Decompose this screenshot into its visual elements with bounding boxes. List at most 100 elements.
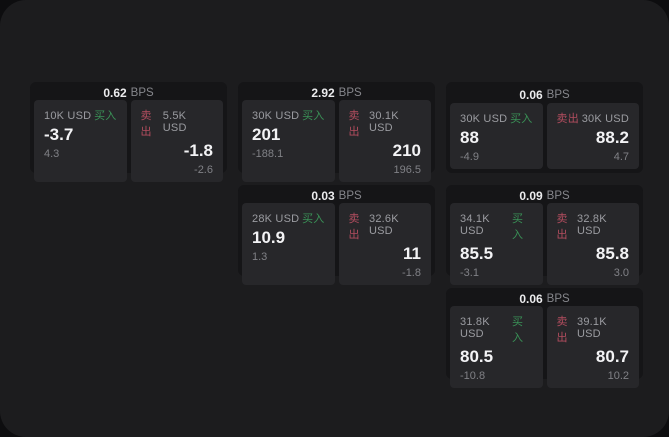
sell-quote-panel[interactable]: 卖出 32.6K USD 11 -1.8 (338, 203, 431, 285)
buy-quote-panel[interactable]: 30K USD 买入 201 -188.1 (242, 100, 335, 182)
buy-price: 201 (252, 125, 281, 144)
bps-header: 0.06 BPS (450, 86, 639, 103)
buy-notional: 10K USD (44, 110, 92, 122)
sell-price: -1.8 (183, 141, 213, 160)
buy-side-label: 买入 (512, 213, 524, 241)
buy-price: 85.5 (460, 244, 494, 263)
buy-notional: 30K USD (460, 113, 508, 126)
quote-card: 0.09 BPS 34.1K USD 买入 85.5 -3.1 卖出 32.8K… (446, 185, 643, 285)
buy-delta: -10.8 (460, 369, 486, 382)
sell-notional: 39.1K USD (577, 316, 607, 340)
buy-panel-top: 34.1K USD 买入 (460, 210, 533, 242)
sell-delta: 10.2 (607, 369, 629, 382)
bps-unit: BPS (130, 87, 154, 99)
sell-quote-panel[interactable]: 卖出 30.1K USD 210 196.5 (338, 100, 431, 182)
sell-notional: 30K USD (581, 113, 629, 126)
sell-side-label: 卖出 (140, 110, 152, 138)
buy-side-label: 买入 (302, 110, 325, 122)
card-body: 31.8K USD 买入 80.5 -10.8 卖出 39.1K USD 80.… (450, 306, 639, 388)
sell-notional: 32.6K USD (369, 213, 399, 237)
buy-panel-top: 31.8K USD 买入 (460, 313, 533, 345)
buy-side-label: 买入 (302, 213, 325, 225)
sell-panel-top: 卖出 30.1K USD (349, 107, 422, 139)
buy-price: 10.9 (252, 228, 286, 247)
sell-quote-panel[interactable]: 卖出 5.5K USD -1.8 -2.6 (130, 100, 223, 182)
sell-side-label: 卖出 (556, 113, 579, 126)
bps-header: 0.62 BPS (34, 86, 223, 100)
bps-unit: BPS (546, 88, 570, 101)
sell-price: 85.8 (595, 244, 629, 263)
buy-delta: -3.1 (460, 266, 479, 279)
buy-notional: 28K USD (252, 213, 300, 225)
sell-side-label: 卖出 (348, 213, 360, 241)
sell-delta: -2.6 (194, 163, 213, 176)
buy-panel-top: 30K USD 买入 (460, 110, 533, 126)
bps-value: 0.06 (519, 87, 543, 102)
quote-card: 0.03 BPS 28K USD 买入 10.9 1.3 卖出 32.6K US… (238, 185, 435, 285)
sell-panel-top: 卖出 32.6K USD (349, 210, 422, 242)
sell-notional: 30.1K USD (369, 110, 399, 134)
buy-quote-panel[interactable]: 30K USD 买入 88 -4.9 (450, 103, 543, 169)
sell-price: 80.7 (595, 347, 629, 366)
sell-panel-top: 卖出 39.1K USD (557, 313, 630, 345)
buy-price: 88 (460, 128, 479, 148)
bps-header: 0.03 BPS (242, 189, 431, 203)
bps-header: 2.92 BPS (242, 86, 431, 100)
buy-notional: 30K USD (252, 110, 300, 122)
quote-card: 0.06 BPS 30K USD 买入 88 -4.9 卖出 30K USD 8… (446, 82, 643, 173)
bps-value: 0.09 (519, 189, 543, 203)
bps-value: 2.92 (311, 86, 335, 100)
quote-card: 0.06 BPS 31.8K USD 买入 80.5 -10.8 卖出 39.1… (446, 288, 643, 388)
sell-quote-panel[interactable]: 卖出 32.8K USD 85.8 3.0 (546, 203, 639, 285)
buy-panel-top: 30K USD 买入 (252, 107, 325, 123)
sell-side-label: 卖出 (556, 213, 568, 241)
sell-price: 210 (392, 141, 421, 160)
sell-panel-top: 卖出 30K USD (557, 110, 630, 126)
bps-unit: BPS (546, 190, 570, 202)
sell-delta: 3.0 (613, 266, 629, 279)
quotes-grid: 0.62 BPS 10K USD 买入 -3.7 4.3 卖出 5.5K USD… (30, 82, 643, 388)
card-body: 10K USD 买入 -3.7 4.3 卖出 5.5K USD -1.8 -2.… (34, 100, 223, 182)
card-body: 30K USD 买入 88 -4.9 卖出 30K USD 88.2 4.7 (450, 103, 639, 169)
card-body: 34.1K USD 买入 85.5 -3.1 卖出 32.8K USD 85.8… (450, 203, 639, 285)
buy-quote-panel[interactable]: 28K USD 买入 10.9 1.3 (242, 203, 335, 285)
sell-side-label: 卖出 (556, 316, 568, 344)
sell-delta: 196.5 (393, 163, 421, 176)
buy-side-label: 买入 (510, 113, 533, 126)
buy-delta: 4.3 (44, 147, 60, 160)
buy-notional: 31.8K USD (460, 316, 490, 340)
bps-unit: BPS (546, 293, 570, 305)
bps-value: 0.03 (311, 189, 335, 203)
card-body: 30K USD 买入 201 -188.1 卖出 30.1K USD 210 1… (242, 100, 431, 182)
buy-panel-top: 28K USD 买入 (252, 210, 325, 226)
buy-price: -3.7 (44, 125, 74, 144)
bps-unit: BPS (338, 190, 362, 202)
buy-delta: -188.1 (252, 147, 284, 160)
buy-notional: 34.1K USD (460, 213, 490, 237)
buy-delta: 1.3 (252, 250, 268, 263)
bps-unit: BPS (338, 87, 362, 99)
sell-panel-top: 卖出 32.8K USD (557, 210, 630, 242)
buy-delta: -4.9 (460, 151, 479, 163)
buy-side-label: 买入 (94, 110, 117, 122)
buy-quote-panel[interactable]: 31.8K USD 买入 80.5 -10.8 (450, 306, 543, 388)
buy-quote-panel[interactable]: 10K USD 买入 -3.7 4.3 (34, 100, 127, 182)
quote-card: 0.62 BPS 10K USD 买入 -3.7 4.3 卖出 5.5K USD… (30, 82, 227, 182)
buy-quote-panel[interactable]: 34.1K USD 买入 85.5 -3.1 (450, 203, 543, 285)
sell-side-label: 卖出 (348, 110, 360, 138)
sell-price: 88.2 (595, 128, 629, 148)
bps-value: 0.62 (103, 86, 127, 100)
quote-card: 2.92 BPS 30K USD 买入 201 -188.1 卖出 30.1K … (238, 82, 435, 182)
buy-price: 80.5 (460, 347, 494, 366)
bps-header: 0.09 BPS (450, 189, 639, 203)
sell-delta: -1.8 (402, 266, 421, 279)
sell-delta: 4.7 (613, 151, 629, 163)
bps-value: 0.06 (519, 292, 543, 306)
sell-notional: 32.8K USD (577, 213, 607, 237)
bps-header: 0.06 BPS (450, 292, 639, 306)
sell-quote-panel[interactable]: 卖出 30K USD 88.2 4.7 (546, 103, 639, 169)
sell-quote-panel[interactable]: 卖出 39.1K USD 80.7 10.2 (546, 306, 639, 388)
card-body: 28K USD 买入 10.9 1.3 卖出 32.6K USD 11 -1.8 (242, 203, 431, 285)
buy-side-label: 买入 (512, 316, 524, 344)
